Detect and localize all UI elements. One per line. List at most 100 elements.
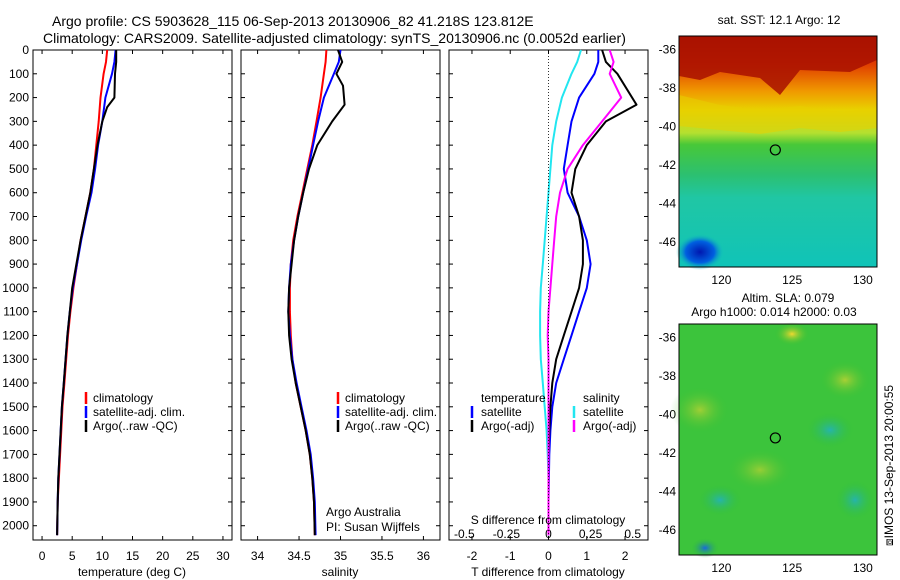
sst-map xyxy=(676,35,878,270)
x-tick-label: 10 xyxy=(96,549,110,563)
y-tick-label: 400 xyxy=(9,138,29,152)
map-y-tick-label: -40 xyxy=(659,119,677,133)
salinity-diff-tick-label: -0.5 xyxy=(454,527,475,541)
salinity-diff-tick-label: 0.25 xyxy=(579,527,603,541)
salinity-axes xyxy=(240,49,441,541)
profile-line-salinity-satellite xyxy=(539,49,582,536)
salinity-diff-tick-label: 0.5 xyxy=(624,527,641,541)
y-tick-label: 1700 xyxy=(2,447,29,461)
x-tick-label: 36 xyxy=(417,549,431,563)
map-x-tick-label: 120 xyxy=(711,561,731,575)
legend-s-satellite: satellite xyxy=(583,405,624,419)
sst-map-title: sat. SST: 12.1 Argo: 12 xyxy=(718,13,841,27)
x-tick-label: 30 xyxy=(216,549,230,563)
profile-lines xyxy=(56,49,638,536)
map-y-tick-label: -46 xyxy=(659,235,677,249)
legend-satellite: satellite-adj. clim. xyxy=(345,405,437,419)
profile-line-argo-raw-qc- xyxy=(287,49,346,536)
legend-argo: Argo(..raw -QC) xyxy=(345,419,430,433)
temperature-legend: climatology satellite-adj. clim. Argo(..… xyxy=(84,391,185,433)
sla-map-subtitle: Argo h1000: 0.014 h2000: 0.03 xyxy=(691,305,857,319)
x-tick-label: 1 xyxy=(583,549,590,563)
x-tick-label: 15 xyxy=(126,549,140,563)
y-tick-label: 1600 xyxy=(2,424,29,438)
legend-climatology: climatology xyxy=(345,391,405,405)
map-y-tick-label: -38 xyxy=(659,81,677,95)
legend-satellite: satellite-adj. clim. xyxy=(93,405,185,419)
legend-argo: Argo(..raw -QC) xyxy=(93,419,178,433)
y-tick-label: 800 xyxy=(9,233,29,247)
x-tick-label: 25 xyxy=(186,549,200,563)
x-tick-label: 34.5 xyxy=(287,549,311,563)
y-tick-label: 1200 xyxy=(2,328,29,342)
sla-low-patch xyxy=(691,538,719,558)
legend-group-salinity: salinity xyxy=(583,391,620,405)
legend-t-argo: Argo(-adj) xyxy=(481,419,534,433)
credit-line2: PI: Susan Wijffels xyxy=(326,520,420,534)
sst-map-frame xyxy=(678,35,878,268)
y-tick-label: 1400 xyxy=(2,376,29,390)
y-tick-label: 300 xyxy=(9,114,29,128)
argo-position-marker xyxy=(769,432,781,444)
difference-legend: temperature satellite Argo(-adj) salinit… xyxy=(470,391,636,433)
x-tick-label: 20 xyxy=(156,549,170,563)
y-tick-label: 1800 xyxy=(2,471,29,485)
x-tick-label: 35 xyxy=(334,549,348,563)
y-tick-label: 1900 xyxy=(2,495,29,509)
map-x-tick-label: 125 xyxy=(782,273,802,287)
map-y-tick-label: -36 xyxy=(659,330,677,344)
side-caption: ⧈IMOS 13-Sep-2013 20:00:55 xyxy=(882,385,896,546)
y-tick-label: 0 xyxy=(22,43,29,57)
credit-line1: Argo Australia xyxy=(326,505,401,519)
sst-front xyxy=(679,95,877,134)
legend-climatology: climatology xyxy=(93,391,153,405)
y-tick-label: 900 xyxy=(9,257,29,271)
x-tick-label: -2 xyxy=(467,549,478,563)
map-x-tick-label: 120 xyxy=(711,273,731,287)
map-y-tick-label: -44 xyxy=(659,196,677,210)
temperature-xlabel: temperature (deg C) xyxy=(78,565,186,579)
map-x-tick-label: 130 xyxy=(853,561,873,575)
salinity-xlabel: salinity xyxy=(322,565,359,579)
sla-map-title: Altim. SLA: 0.079 xyxy=(742,291,835,305)
salinity-diff-tick-label: -0.25 xyxy=(493,527,521,541)
x-tick-label: -1 xyxy=(505,549,516,563)
y-tick-label: 1300 xyxy=(2,352,29,366)
y-tick-label: 1000 xyxy=(2,281,29,295)
x-tick-label: 5 xyxy=(69,549,76,563)
sla-high-patch xyxy=(774,322,810,346)
legend-group-temperature: temperature xyxy=(481,391,546,405)
salinity-legend: climatology satellite-adj. clim. Argo(..… xyxy=(326,391,437,534)
x-tick-label: 35.5 xyxy=(370,549,394,563)
temperature-axes xyxy=(32,49,233,541)
sla-low-patch xyxy=(698,484,742,516)
sla-high-patch xyxy=(670,386,730,434)
map-y-tick-label: -38 xyxy=(659,369,677,383)
x-tick-label: 34 xyxy=(251,549,265,563)
map-x-tick-label: 130 xyxy=(853,273,873,287)
figure-title-line1: Argo profile: CS 5903628_115 06-Sep-2013… xyxy=(52,13,534,29)
argo-position-marker xyxy=(769,144,781,156)
sla-map-frame xyxy=(678,323,878,556)
x-tick-label: 0 xyxy=(545,549,552,563)
sla-high-patch xyxy=(819,360,871,400)
salinity-difference-label: S difference from climatology xyxy=(471,513,626,527)
y-tick-label: 600 xyxy=(9,186,29,200)
x-tick-label: 0 xyxy=(39,549,46,563)
y-tick-label: 700 xyxy=(9,210,29,224)
sst-warm-core xyxy=(679,36,877,95)
figure-title-line2: Climatology: CARS2009. Satellite-adjuste… xyxy=(43,30,626,46)
map-y-tick-label: -42 xyxy=(659,158,677,172)
y-tick-label: 2000 xyxy=(2,519,29,533)
map-y-tick-label: -44 xyxy=(659,484,677,498)
difference-xlabel: T difference from climatology xyxy=(471,565,625,579)
map-y-tick-label: -46 xyxy=(659,523,677,537)
y-tick-label: 1100 xyxy=(3,305,29,319)
legend-s-argo: Argo(-adj) xyxy=(583,419,636,433)
x-tick-label: 2 xyxy=(622,549,629,563)
y-tick-label: 100 xyxy=(9,67,29,81)
y-tick-label: 500 xyxy=(9,162,29,176)
profile-line-salinity-argo-adj- xyxy=(546,49,623,536)
sla-map xyxy=(670,322,878,558)
